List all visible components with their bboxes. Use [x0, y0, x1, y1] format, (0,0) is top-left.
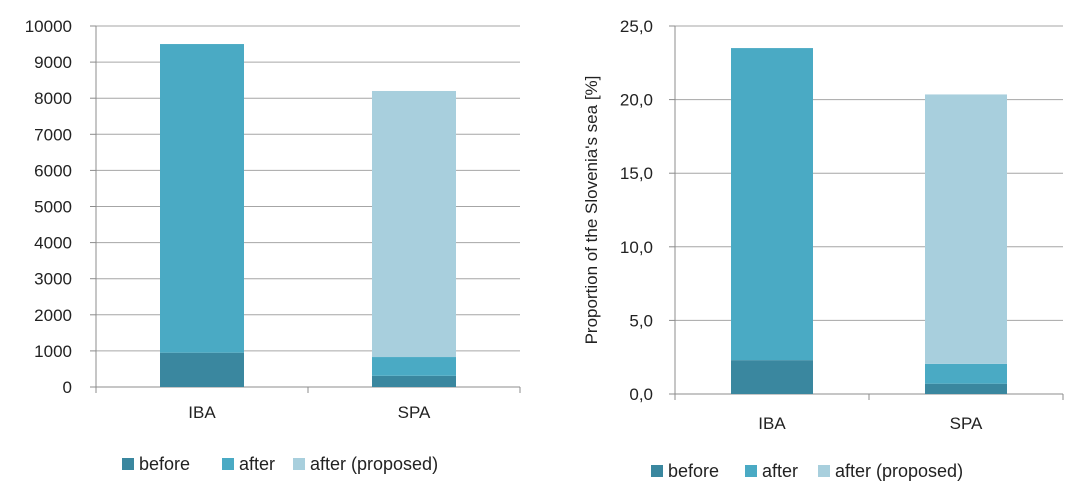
y-tick-label: 9000 [34, 53, 72, 72]
legend-swatch [745, 465, 757, 477]
x-category-label: SPA [398, 403, 431, 422]
legend-swatch [818, 465, 830, 477]
y-tick-label: 0 [63, 378, 72, 397]
y-tick-label: 2000 [34, 306, 72, 325]
y-tick-label: 10,0 [620, 238, 653, 257]
legend-swatch [651, 465, 663, 477]
y-tick-label: 4000 [34, 234, 72, 253]
y-axis-title: Proportion of the Slovenia's sea [%] [582, 76, 601, 345]
y-tick-label: 7000 [34, 125, 72, 144]
bar-iba-after [731, 48, 813, 361]
x-category-label: IBA [758, 414, 786, 433]
bar-spa-after [372, 357, 456, 376]
chart-1: 0 1000 2000 3000 4000 5000 6000 7000 8000 9000 100… [25, 17, 521, 474]
bar-spa-before [925, 383, 1007, 394]
legend-swatch [293, 458, 305, 470]
x-category-label: IBA [188, 403, 216, 422]
legend-label: before [668, 461, 719, 481]
bar-iba-after [160, 44, 244, 353]
legend-label: after [239, 454, 275, 474]
bar-spa-before [372, 375, 456, 387]
legend-swatch [122, 458, 134, 470]
bar-spa-after-proposed [925, 94, 1007, 364]
legend-label: before [139, 454, 190, 474]
y-tick-label: 5000 [34, 198, 72, 217]
legend-swatch [222, 458, 234, 470]
bar-spa-after [925, 363, 1007, 384]
chart-2: 0,0 5,0 10,0 15,0 20,0 25,0 IBA SPA Proportion o… [582, 17, 1064, 481]
y-tick-label: 15,0 [620, 164, 653, 183]
legend-label: after (proposed) [310, 454, 438, 474]
legend-label: after [762, 461, 798, 481]
y-tick-label: 10000 [25, 17, 72, 36]
y-tick-label: 6000 [34, 161, 72, 180]
x-category-label: SPA [950, 414, 983, 433]
y-tick-label: 8000 [34, 89, 72, 108]
y-tick-label: 20,0 [620, 91, 653, 110]
bar-spa-after-proposed [372, 90, 456, 358]
bar-iba-before [731, 360, 813, 394]
legend-label: after (proposed) [835, 461, 963, 481]
y-tick-label: 1000 [34, 342, 72, 361]
y-tick-label: 0,0 [629, 385, 653, 404]
bar-iba-before [160, 352, 244, 387]
y-tick-label: 5,0 [629, 311, 653, 330]
y-tick-label: 25,0 [620, 17, 653, 36]
y-tick-label: 3000 [34, 270, 72, 289]
